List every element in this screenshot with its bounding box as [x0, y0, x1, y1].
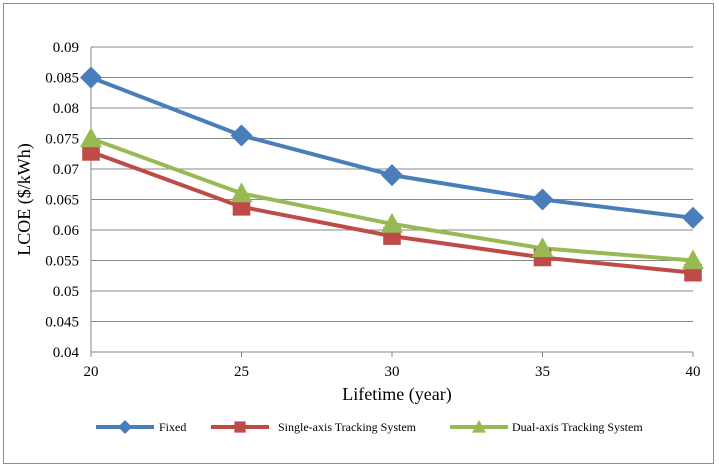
legend-label: Dual-axis Tracking System	[512, 420, 643, 434]
legend-marker-1	[118, 420, 132, 434]
data-point-series-2	[82, 143, 100, 161]
data-point-series-3	[531, 237, 554, 258]
legend-marker-3	[472, 420, 486, 433]
chart-frame	[3, 3, 714, 464]
y-tick-label: 0.075	[45, 132, 79, 148]
y-tick-label: 0.05	[53, 284, 79, 300]
data-point-series-1	[80, 66, 102, 89]
y-tick-label: 0.055	[45, 254, 79, 270]
data-point-series-1	[682, 206, 704, 229]
x-tick-label: 40	[686, 364, 701, 380]
data-point-series-3	[80, 127, 102, 148]
y-tick-label: 0.04	[53, 345, 80, 361]
series-line-1	[90, 75, 694, 220]
x-tick-label: 25	[234, 364, 249, 380]
data-point-series-1	[381, 164, 403, 187]
legend-label: Single-axis Tracking System	[278, 420, 417, 434]
y-tick-label: 0.06	[53, 223, 80, 239]
x-tick-label: 30	[385, 364, 400, 380]
y-tick-label: 0.07	[53, 162, 80, 178]
y-tick-label: 0.065	[45, 193, 79, 209]
data-point-series-3	[381, 212, 403, 233]
y-tick-label: 0.085	[45, 71, 79, 87]
data-point-series-1	[531, 188, 554, 211]
data-point-series-2	[232, 198, 251, 216]
data-point-series-3	[230, 182, 253, 203]
legend-label: Fixed	[159, 420, 186, 434]
data-point-series-1	[230, 124, 253, 147]
y-tick-label: 0.09	[53, 40, 79, 56]
y-tick-label: 0.08	[53, 101, 79, 117]
y-tick-label: 0.045	[45, 315, 79, 331]
legend-marker-2	[234, 421, 246, 433]
y-axis-title: LCOE ($/kWh)	[14, 143, 35, 255]
x-tick-label: 35	[535, 364, 550, 380]
x-tick-label: 20	[84, 364, 99, 380]
x-axis-title: Lifetime (year)	[342, 384, 451, 405]
data-point-series-3	[682, 249, 704, 270]
